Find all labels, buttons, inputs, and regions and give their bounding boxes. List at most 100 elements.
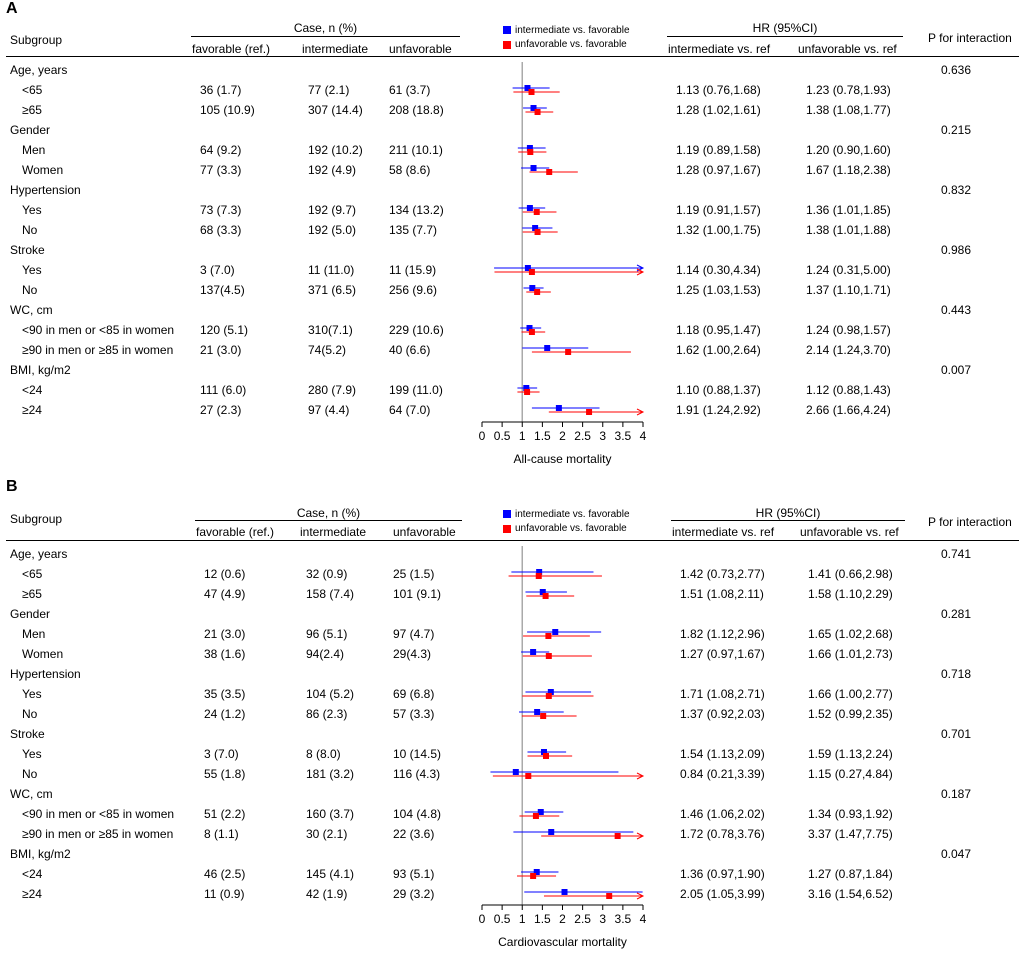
- row-label: <24: [22, 383, 43, 397]
- hr-intermediate-value: 1.14 (0.30,4.34): [676, 263, 761, 277]
- subgroup-header: Subgroup: [10, 512, 63, 526]
- cell-unfavorable: 10 (14.5): [393, 747, 442, 761]
- cell-unfavorable: 101 (9.1): [393, 587, 442, 601]
- x-axis-label: Cardiovascular mortality: [498, 935, 627, 949]
- forest-plot: [481, 546, 645, 910]
- hr-point: [555, 405, 562, 411]
- hr-point: [528, 269, 535, 275]
- hr-intermediate-value: 1.42 (0.73,2.77): [680, 567, 765, 581]
- cell-intermediate: 32 (0.9): [306, 567, 348, 581]
- cell-favorable: 35 (3.5): [204, 687, 246, 701]
- hr-point: [532, 813, 539, 819]
- hr-title: HR (95%CI): [752, 21, 818, 35]
- hr-point: [534, 709, 541, 715]
- p-value: 0.718: [941, 667, 972, 681]
- hr-unfavorable-value: 2.66 (1.66,4.24): [806, 403, 891, 417]
- row-label: Yes: [22, 203, 42, 217]
- cell-intermediate: 145 (4.1): [306, 867, 355, 881]
- x-tick-label: 1.5: [534, 429, 551, 443]
- cell-unfavorable: 135 (7.7): [389, 223, 438, 237]
- cell-favorable: 21 (3.0): [204, 627, 246, 641]
- row-label: No: [22, 223, 38, 237]
- case-header-rule: [191, 36, 460, 37]
- hr-point: [546, 169, 553, 175]
- hr-intermediate-value: 1.32 (1.00,1.75): [676, 223, 761, 237]
- ci-arrow: [636, 268, 645, 276]
- hr-point: [542, 753, 549, 759]
- p-value: 0.281: [941, 607, 972, 621]
- cell-intermediate: 97 (4.4): [308, 403, 350, 417]
- hr-intermediate-value: 1.72 (0.78,3.76): [680, 827, 765, 841]
- panel-a: A Subgroup Case, n (%) favorable (ref.) inte…: [6, 0, 1019, 466]
- hr-unfavorable-value: 1.38 (1.08,1.77): [806, 103, 891, 117]
- x-tick-label: 0.5: [493, 912, 511, 926]
- cell-intermediate: 307 (14.4): [308, 103, 363, 117]
- ci-arrow: [636, 892, 645, 900]
- ci-arrow: [636, 832, 645, 840]
- group-heading: Age, years: [10, 547, 68, 561]
- col-unfavorable-header: unfavorable: [393, 525, 456, 539]
- hr-intermediate-value: 1.46 (1.06,2.02): [680, 807, 765, 821]
- cell-unfavorable: 40 (6.6): [389, 343, 431, 357]
- hr-point: [530, 873, 537, 879]
- cell-intermediate: 158 (7.4): [306, 587, 355, 601]
- p-value: 0.007: [941, 363, 972, 377]
- hr-intermediate-value: 1.19 (0.91,1.57): [676, 203, 761, 217]
- cell-intermediate: 192 (9.7): [308, 203, 357, 217]
- hr-unfavorable-value: 2.14 (1.24,3.70): [806, 343, 891, 357]
- hr-point: [529, 285, 536, 291]
- legend: [503, 510, 511, 533]
- hr-point: [561, 889, 568, 895]
- hr-point: [526, 145, 533, 151]
- hr-point: [565, 349, 572, 355]
- row-label: <65: [22, 83, 43, 97]
- hr-header-rule: [667, 36, 903, 37]
- cell-unfavorable: 69 (6.8): [393, 687, 435, 701]
- row-label: ≥90 in men or ≥85 in women: [22, 343, 174, 357]
- hr-point: [547, 689, 554, 695]
- cell-unfavorable: 29(4.3): [393, 647, 432, 661]
- group-heading: Hypertension: [10, 667, 81, 681]
- row-label: <90 in men or <85 in women: [22, 323, 175, 337]
- hr-title: HR (95%CI): [755, 506, 821, 520]
- cell-favorable: 38 (1.6): [204, 647, 246, 661]
- hr-point: [540, 749, 547, 755]
- hr-intermediate-value: 1.54 (1.13,2.09): [680, 747, 765, 761]
- hr-point: [544, 345, 551, 351]
- group-heading: Age, years: [10, 63, 68, 77]
- hr-unfavorable-value: 1.15 (0.27,4.84): [808, 767, 893, 781]
- cell-unfavorable: 61 (3.7): [389, 83, 431, 97]
- cell-unfavorable: 208 (18.8): [389, 103, 444, 117]
- p-value: 0.187: [941, 787, 972, 801]
- group-heading: Stroke: [10, 727, 45, 741]
- hr-intermediate-value: 1.62 (1.00,2.64): [676, 343, 761, 357]
- hr-point: [545, 693, 552, 699]
- hr-point: [532, 225, 539, 231]
- hr-point: [524, 85, 531, 91]
- hr-point: [536, 569, 543, 575]
- x-tick-label: 1.5: [534, 912, 551, 926]
- x-tick-label: 3.5: [614, 912, 632, 926]
- cell-favorable: 137(4.5): [200, 283, 245, 297]
- cell-unfavorable: 256 (9.6): [389, 283, 438, 297]
- hr-unfavorable-header: unfavorable vs. ref: [800, 525, 899, 539]
- x-tick-label: 1: [518, 429, 526, 443]
- cell-unfavorable: 211 (10.1): [389, 143, 443, 157]
- cell-unfavorable: 104 (4.8): [393, 807, 442, 821]
- cell-favorable: 3 (7.0): [200, 263, 235, 277]
- hr-unfavorable-value: 1.38 (1.01,1.88): [806, 223, 891, 237]
- row-label: Women: [22, 163, 64, 177]
- hr-point: [535, 573, 542, 579]
- p-value: 0.443: [941, 303, 972, 317]
- hr-point: [528, 329, 535, 335]
- group-heading: WC, cm: [10, 787, 53, 801]
- cell-favorable: 51 (2.2): [204, 807, 246, 821]
- row-label: <24: [22, 867, 43, 881]
- hr-point: [534, 289, 541, 295]
- p-value: 0.741: [941, 547, 972, 561]
- cell-intermediate: 42 (1.9): [306, 887, 348, 901]
- legend-intermediate-label: intermediate vs. favorable: [515, 25, 630, 36]
- cell-unfavorable: 64 (7.0): [389, 403, 431, 417]
- hr-point: [614, 833, 621, 839]
- p-interaction-header: P for interaction: [928, 515, 1012, 529]
